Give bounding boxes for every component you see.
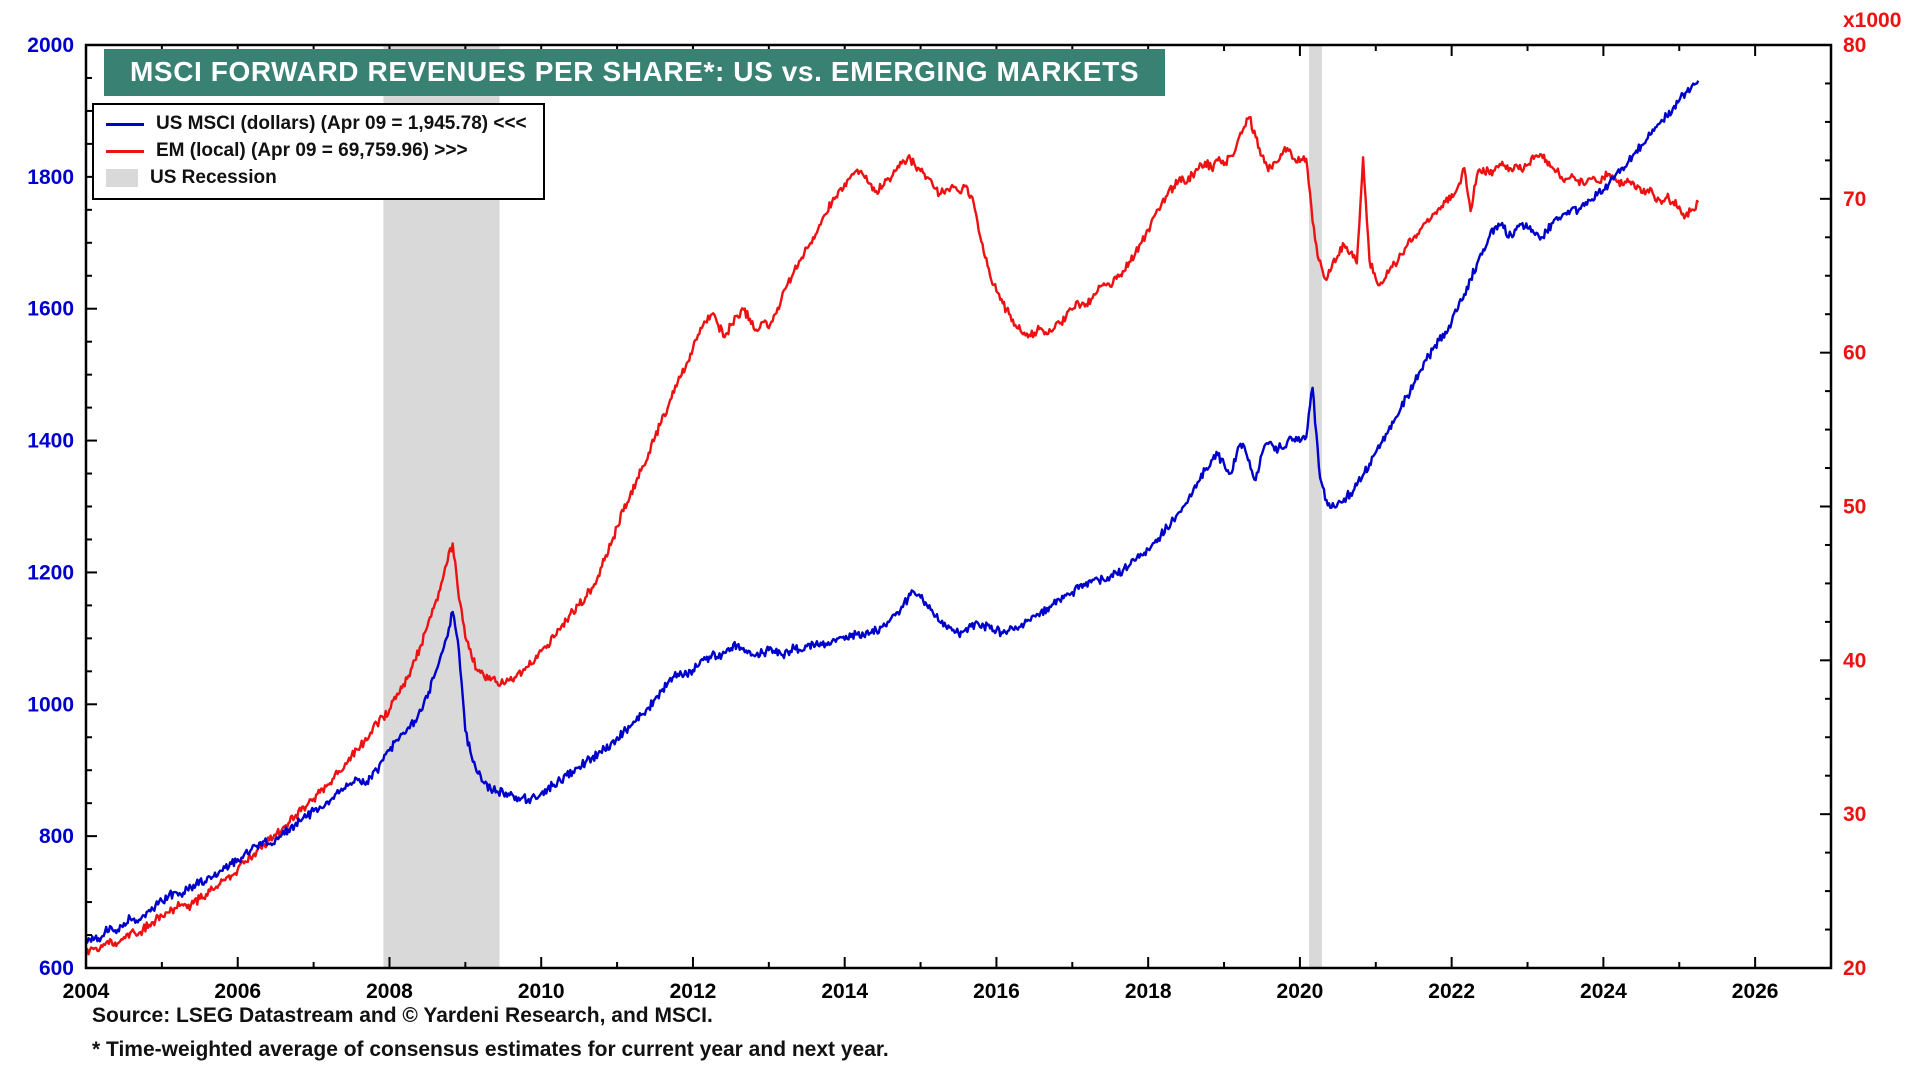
right-axis-label: 50	[1843, 496, 1866, 519]
legend-box: US MSCI (dollars) (Apr 09 = 1,945.78) <<…	[92, 103, 545, 200]
x-axis-label: 2008	[366, 980, 413, 1003]
left-axis-label: 1400	[27, 430, 74, 453]
left-axis-label: 1200	[27, 561, 74, 584]
recession-band	[1309, 45, 1322, 968]
right-axis-unit-label: x1000	[1843, 9, 1901, 32]
legend-item-us: US MSCI (dollars) (Apr 09 = 1,945.78) <<…	[106, 113, 527, 135]
legend-item-recession: US Recession	[106, 167, 527, 189]
x-axis-label: 2010	[518, 980, 565, 1003]
em-line-swatch	[106, 149, 144, 153]
chart-title: MSCI FORWARD REVENUES PER SHARE*: US vs.…	[104, 49, 1166, 96]
x-axis-label: 2012	[670, 980, 717, 1003]
source-text: Source: LSEG Datastream and © Yardeni Re…	[92, 1004, 713, 1027]
x-axis-label: 2004	[63, 980, 110, 1003]
us-series-line	[85, 80, 1700, 944]
left-axis-label: 1600	[27, 298, 74, 321]
left-axis-label: 2000	[27, 34, 74, 57]
legend-item-em: EM (local) (Apr 09 = 69,759.96) >>>	[106, 140, 527, 162]
legend-label-recession: US Recession	[150, 167, 277, 188]
recession-swatch	[106, 169, 138, 187]
left-axis-label: 800	[39, 825, 74, 848]
x-axis-label: 2014	[821, 980, 868, 1003]
right-axis-label: 40	[1843, 649, 1866, 672]
x-axis-label: 2018	[1125, 980, 1172, 1003]
right-axis-label: 30	[1843, 803, 1866, 826]
left-axis-label: 1000	[27, 693, 74, 716]
x-axis-label: 2016	[973, 980, 1020, 1003]
x-axis-label: 2022	[1428, 980, 1475, 1003]
x-axis-label: 2026	[1732, 980, 1779, 1003]
legend-label-us: US MSCI (dollars) (Apr 09 = 1,945.78) <<…	[156, 113, 527, 134]
legend-label-em: EM (local) (Apr 09 = 69,759.96) >>>	[156, 140, 468, 161]
em-series-line	[84, 116, 1700, 956]
x-axis-label: 2006	[214, 980, 261, 1003]
x-axis-label: 2024	[1580, 980, 1627, 1003]
footnote-text: * Time-weighted average of consensus est…	[92, 1038, 889, 1061]
right-axis-label: 60	[1843, 342, 1866, 365]
right-axis-label: 20	[1843, 957, 1866, 980]
left-axis-label: 600	[39, 957, 74, 980]
left-axis-label: 1800	[27, 166, 74, 189]
x-axis-label: 2020	[1277, 980, 1324, 1003]
right-axis-label: 80	[1843, 34, 1866, 57]
right-axis-label: 70	[1843, 188, 1866, 211]
us-line-swatch	[106, 122, 144, 126]
